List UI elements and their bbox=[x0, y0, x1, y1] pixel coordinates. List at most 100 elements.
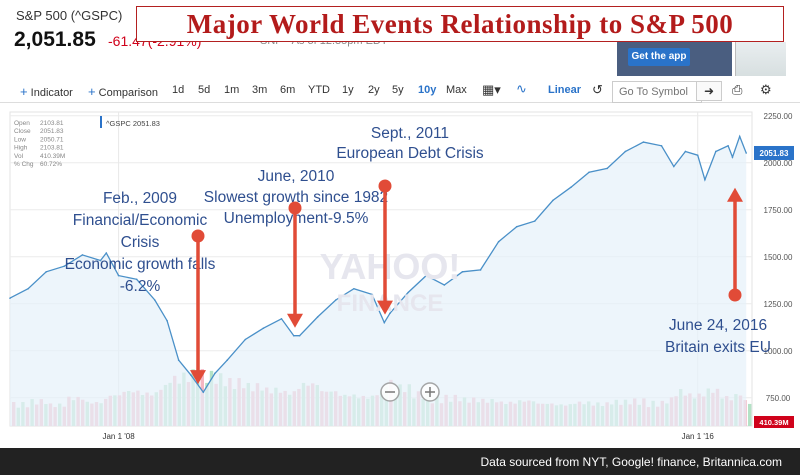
annotation-text: Crisis bbox=[121, 234, 160, 251]
series-area bbox=[10, 136, 747, 426]
ohlc-value: 2103.81 bbox=[40, 120, 64, 127]
last-volume-badge bbox=[754, 416, 794, 428]
y-tick-label: 1500.00 bbox=[764, 253, 793, 262]
data-point bbox=[334, 299, 337, 301]
data-point bbox=[570, 186, 572, 189]
print-icon[interactable]: ⎙ bbox=[732, 82, 743, 97]
watermark-yahoo: YAHOO! bbox=[320, 246, 461, 287]
range-6m[interactable]: 6m bbox=[280, 84, 296, 96]
annotation-3: Sept., 2011 European Debt Crisis bbox=[336, 125, 484, 162]
ohlc-value: 2051.83 bbox=[40, 128, 64, 135]
data-point bbox=[166, 319, 168, 322]
last-value-badge bbox=[754, 145, 794, 160]
data-point bbox=[353, 287, 355, 290]
series-marker bbox=[100, 116, 102, 128]
calendar-icon[interactable]: ▦▾ bbox=[482, 82, 501, 97]
range-5y[interactable]: 5y bbox=[392, 84, 404, 96]
data-point bbox=[298, 334, 301, 337]
data-point bbox=[63, 265, 66, 267]
annotation-text: Britain exits EU bbox=[665, 339, 771, 356]
data-point bbox=[660, 145, 663, 147]
data-point bbox=[27, 287, 29, 290]
data-point bbox=[642, 141, 645, 143]
ohlc-value: 2103.81 bbox=[40, 145, 64, 152]
data-point bbox=[552, 199, 554, 202]
annotation-text: Sept., 2011 bbox=[371, 125, 449, 142]
data-point bbox=[407, 291, 409, 294]
annotation-text: June 24, 2016 bbox=[669, 317, 767, 334]
ohlc-value: 410.39M bbox=[40, 153, 65, 160]
title-banner: Major World Events Relationship to S&P 5… bbox=[136, 6, 784, 42]
data-point bbox=[479, 269, 482, 271]
ohlc-label: Low bbox=[14, 136, 26, 143]
range-max[interactable]: Max bbox=[446, 84, 467, 96]
settings-icon[interactable]: ⚙ bbox=[760, 82, 772, 97]
price-chart: 750.00 1000.00 1250.00 1500.00 1750.00 2000.0… bbox=[9, 111, 794, 441]
arrow-head bbox=[377, 300, 393, 315]
data-point bbox=[9, 297, 11, 299]
annotation-text: June, 2010 bbox=[258, 168, 335, 185]
range-ytd[interactable]: YTD bbox=[308, 84, 330, 96]
data-point bbox=[316, 316, 319, 318]
source-note: Data sourced from NYT, Google! finance, … bbox=[480, 455, 782, 469]
data-point bbox=[45, 271, 47, 273]
y-tick-label: 2000.00 bbox=[764, 159, 793, 168]
symbol-search-input[interactable] bbox=[612, 81, 702, 103]
y-tick-label: 1250.00 bbox=[764, 300, 793, 309]
data-point bbox=[588, 171, 590, 173]
annotation-text: -6.2% bbox=[120, 278, 161, 295]
ohlc-value: 2050.71 bbox=[40, 136, 64, 143]
range-1d[interactable]: 1d bbox=[172, 84, 185, 96]
plus-icon: + bbox=[20, 84, 28, 99]
arrow-dot bbox=[378, 179, 392, 193]
y-tick-label: 1750.00 bbox=[764, 206, 793, 215]
app-thumbnail bbox=[735, 42, 786, 76]
range-1y[interactable]: 1y bbox=[342, 84, 354, 96]
page-title: Major World Events Relationship to S&P 5… bbox=[186, 9, 734, 39]
data-point bbox=[673, 165, 675, 168]
ohlc-value: 60.72% bbox=[40, 161, 62, 168]
data-point bbox=[226, 359, 228, 361]
comparison-button[interactable]: + Comparison bbox=[88, 84, 158, 99]
current-price: 2,051.85 bbox=[14, 28, 96, 51]
indicator-button[interactable]: + Indicator bbox=[20, 84, 73, 99]
data-point bbox=[624, 150, 627, 153]
scale-toggle[interactable]: Linear bbox=[548, 84, 582, 96]
go-arrow-button[interactable]: ➜ bbox=[696, 81, 722, 101]
data-point bbox=[135, 278, 138, 281]
data-point bbox=[606, 167, 609, 170]
range-3m[interactable]: 3m bbox=[252, 84, 268, 96]
range-10y[interactable]: 10y bbox=[418, 84, 437, 96]
data-point bbox=[177, 359, 180, 361]
data-point bbox=[202, 391, 205, 393]
data-point bbox=[696, 154, 699, 157]
annotation-1: Feb., 2009 Financial/Economic Crisis Econom… bbox=[65, 190, 216, 295]
data-point bbox=[497, 240, 500, 243]
range-1m[interactable]: 1m bbox=[224, 84, 240, 96]
comparison-label: Comparison bbox=[98, 87, 158, 99]
range-2y[interactable]: 2y bbox=[368, 84, 380, 96]
reset-icon[interactable]: ↺ bbox=[592, 82, 603, 97]
data-point bbox=[515, 225, 518, 228]
get-app-button[interactable]: Get the app bbox=[628, 48, 690, 66]
data-point bbox=[383, 321, 386, 324]
data-point bbox=[190, 374, 192, 377]
range-5d[interactable]: 5d bbox=[198, 84, 211, 96]
chart-toolbar: + Indicator + Comparison 1d 5d 1m 3m 6m … bbox=[0, 80, 800, 103]
data-point bbox=[117, 274, 120, 277]
data-point bbox=[704, 178, 706, 181]
ohlc-label: Open bbox=[14, 120, 30, 127]
y-tick-label: 750.00 bbox=[766, 394, 791, 403]
data-point bbox=[262, 327, 265, 330]
last-volume-label: 410.39M bbox=[759, 418, 788, 427]
annotation-4: June 24, 2016 Britain exits EU bbox=[665, 317, 771, 356]
annotation-text: Economic growth falls bbox=[65, 256, 216, 273]
arrow-dot bbox=[288, 201, 302, 215]
ohlc-label: Vol bbox=[14, 153, 24, 160]
last-value-label: 2051.83 bbox=[760, 149, 789, 158]
line-chart-icon[interactable]: ∿ bbox=[516, 81, 527, 96]
annotation-text: Slowest growth since 1982 bbox=[204, 189, 388, 206]
data-point bbox=[99, 259, 102, 262]
ohlc-panel: Open 2103.81 Close 2051.83 Low 2050.71 High 210… bbox=[14, 120, 65, 168]
